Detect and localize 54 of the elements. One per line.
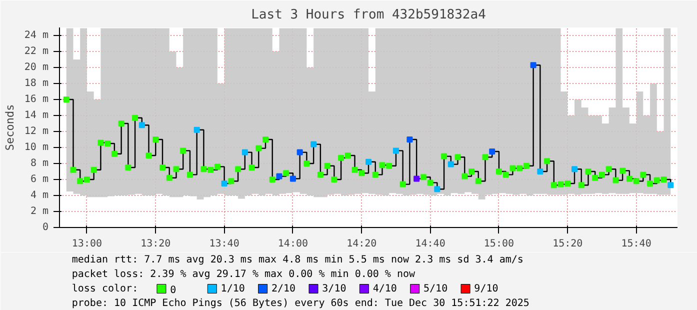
point xyxy=(530,62,536,68)
text: packet loss: 2.39 % avg 29.17 % max 0.00 % min 0.00 % now xyxy=(72,268,416,280)
point xyxy=(434,186,440,192)
point xyxy=(242,149,248,156)
y-tick-label: 20 m xyxy=(24,62,49,73)
y-tick-label: 6 m xyxy=(30,174,48,185)
y-tick-label: 22 m xyxy=(24,46,49,57)
y-tick-label: 2 m xyxy=(30,206,48,217)
point xyxy=(414,176,420,182)
legend-label: 0 xyxy=(170,284,176,296)
y-tick-label: 16 m xyxy=(24,94,49,105)
x-tick-label: 14:00 xyxy=(278,238,308,250)
legend-label: 3/10 xyxy=(322,283,346,294)
legend-title: loss color: xyxy=(72,283,138,294)
legend-label: 4/10 xyxy=(372,283,397,294)
point xyxy=(489,148,496,154)
legend-label: 1/10 xyxy=(220,283,245,294)
y-tick-label: 8 m xyxy=(30,158,48,169)
y-tick-label: 10 m xyxy=(24,142,49,153)
y-tick-label: 18 m xyxy=(24,78,49,89)
point xyxy=(448,161,454,168)
point xyxy=(194,126,200,133)
point xyxy=(572,166,578,172)
legend-label: 5/10 xyxy=(424,283,448,294)
y-axis-title: Seconds xyxy=(3,104,16,151)
y-tick-label: 12 m xyxy=(24,126,49,137)
point xyxy=(668,182,674,188)
y-tick-label: 4 m xyxy=(30,190,48,201)
text: median rtt: 7.7 ms avg 20.3 ms max 4.8 ms min 5.5 ms now 2.3 ms sd 3.4 am/s xyxy=(72,254,524,266)
legend-label: 2/10 xyxy=(271,283,296,294)
x-tick-label: 14:20 xyxy=(346,238,377,250)
x-tick-label: 14:40 xyxy=(415,238,446,250)
x-tick-label: 13:40 xyxy=(209,238,240,250)
point xyxy=(310,141,317,148)
point xyxy=(221,180,228,186)
point xyxy=(392,148,399,154)
y-tick-label: 14 m xyxy=(24,110,49,121)
point xyxy=(406,136,413,142)
y-tick-label: 0 xyxy=(42,222,49,233)
point xyxy=(290,176,296,182)
chart-title: Last 3 Hours from 432b591832a4 xyxy=(251,8,486,22)
y-tick-label: 24 m xyxy=(24,30,49,41)
x-tick-label: 15:00 xyxy=(484,238,514,250)
point xyxy=(537,168,544,174)
text: probe: 10 ICMP Echo Pings (56 Bytes) every 60s end: Tue Dec 30 15:51:22 2025 xyxy=(72,298,530,309)
x-tick-label: 15:20 xyxy=(552,238,583,250)
point xyxy=(138,122,145,128)
point xyxy=(296,149,303,156)
point xyxy=(276,173,282,180)
legend-label: 9/10 xyxy=(474,283,498,294)
x-tick-label: 13:00 xyxy=(72,238,102,250)
x-tick-label: 15:40 xyxy=(621,238,652,250)
point xyxy=(366,158,372,165)
x-tick-label: 13:20 xyxy=(140,238,171,250)
